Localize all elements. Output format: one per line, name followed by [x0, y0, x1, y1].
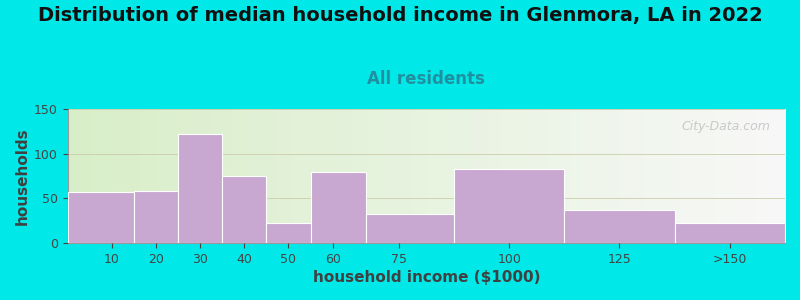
Bar [366, 214, 454, 243]
X-axis label: household income ($1000): household income ($1000) [313, 270, 540, 285]
Bar [674, 223, 785, 243]
Bar [222, 176, 266, 243]
Title: All residents: All residents [367, 70, 486, 88]
Bar [266, 223, 310, 243]
Y-axis label: households: households [15, 127, 30, 225]
Bar [68, 192, 134, 243]
Bar [310, 172, 366, 243]
Bar [178, 134, 222, 243]
Bar [564, 210, 674, 243]
Bar [134, 191, 178, 243]
Text: City-Data.com: City-Data.com [682, 120, 770, 133]
Bar [454, 169, 564, 243]
Text: Distribution of median household income in Glenmora, LA in 2022: Distribution of median household income … [38, 6, 762, 25]
